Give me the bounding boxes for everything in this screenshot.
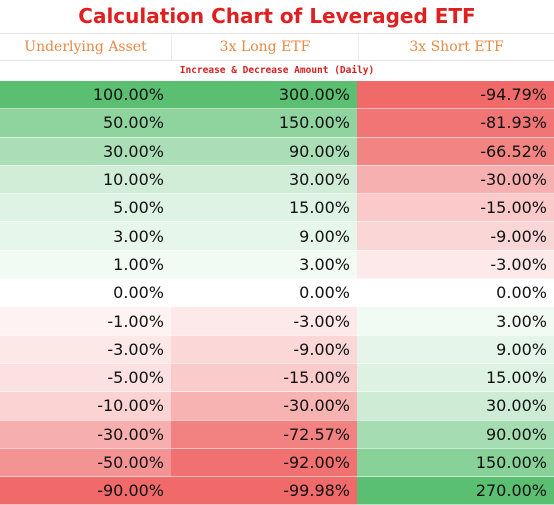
cell-short: 30.00% (357, 391, 554, 421)
cell-underlying: -3.00% (0, 335, 171, 364)
table-row: -10.00% -30.00% 30.00% (0, 391, 554, 421)
cell-underlying: 100.00% (0, 81, 171, 110)
leveraged-etf-sheet: Calculation Chart of Leveraged ETF Under… (0, 4, 554, 505)
table-row: 30.00% 90.00% -66.52% (0, 137, 554, 166)
etf-table-body: 100.00% 300.00% -94.79% 50.00% 150.00% -81.93… (0, 81, 554, 505)
table-row: 10.00% 30.00% -30.00% (0, 165, 554, 195)
cell-long: -3.00% (171, 306, 357, 336)
cell-short: -9.00% (357, 221, 554, 251)
chart-subtitle: Increase & Decrease Amount (Daily) (179, 65, 375, 76)
column-header-short: 3x Short ETF (409, 39, 504, 55)
cell-long: 9.00% (171, 221, 357, 251)
cell-long: 90.00% (171, 137, 357, 166)
cell-underlying: 1.00% (0, 250, 171, 280)
cell-underlying: 5.00% (0, 193, 171, 223)
table-row: 0.00% 0.00% 0.00% (0, 278, 554, 308)
table-row: -30.00% -72.57% 90.00% (0, 420, 554, 449)
cell-long: 3.00% (171, 250, 357, 280)
cell-short: 15.00% (357, 363, 554, 393)
chart-title: Calculation Chart of Leveraged ETF (78, 4, 476, 28)
table-row: -1.00% -3.00% 3.00% (0, 306, 554, 336)
cell-long: -99.98% (171, 476, 357, 505)
cell-short: 150.00% (357, 448, 554, 478)
cell-short: -94.79% (357, 81, 554, 110)
cell-short: -15.00% (357, 193, 554, 223)
cell-underlying: -90.00% (0, 476, 171, 505)
cell-short: -66.52% (357, 137, 554, 166)
table-row: 3.00% 9.00% -9.00% (0, 221, 554, 251)
table-row: -5.00% -15.00% 15.00% (0, 363, 554, 393)
table-row: 1.00% 3.00% -3.00% (0, 250, 554, 280)
cell-short: -30.00% (357, 165, 554, 195)
cell-underlying: -1.00% (0, 306, 171, 336)
column-header-row: Underlying Asset 3x Long ETF 3x Short ET… (0, 33, 554, 61)
table-row: 50.00% 150.00% -81.93% (0, 108, 554, 138)
table-row: -3.00% -9.00% 9.00% (0, 335, 554, 364)
cell-underlying: -5.00% (0, 363, 171, 393)
column-header-underlying: Underlying Asset (24, 39, 147, 55)
table-row: -50.00% -92.00% 150.00% (0, 448, 554, 478)
cell-long: 30.00% (171, 165, 357, 195)
cell-long: 15.00% (171, 193, 357, 223)
cell-underlying: -50.00% (0, 448, 171, 478)
cell-long: -30.00% (171, 391, 357, 421)
cell-underlying: 3.00% (0, 221, 171, 251)
cell-short: 90.00% (357, 420, 554, 449)
cell-long: -15.00% (171, 363, 357, 393)
cell-short: -81.93% (357, 108, 554, 138)
table-row: -90.00% -99.98% 270.00% (0, 476, 554, 505)
cell-underlying: 0.00% (0, 278, 171, 308)
column-header-long: 3x Long ETF (171, 34, 359, 60)
cell-long: -92.00% (171, 448, 357, 478)
cell-long: 0.00% (171, 278, 357, 308)
cell-long: -72.57% (171, 420, 357, 449)
cell-short: 3.00% (357, 306, 554, 336)
cell-long: -9.00% (171, 335, 357, 364)
table-row: 100.00% 300.00% -94.79% (0, 81, 554, 110)
cell-underlying: -30.00% (0, 420, 171, 449)
cell-long: 150.00% (171, 108, 357, 138)
cell-underlying: 30.00% (0, 137, 171, 166)
etf-table: 100.00% 300.00% -94.79% 50.00% 150.00% -81.93… (0, 81, 554, 505)
cell-underlying: 50.00% (0, 108, 171, 138)
cell-short: 270.00% (357, 476, 554, 505)
cell-long: 300.00% (171, 81, 357, 110)
cell-short: 0.00% (357, 278, 554, 308)
table-row: 5.00% 15.00% -15.00% (0, 193, 554, 223)
cell-short: -3.00% (357, 250, 554, 280)
cell-underlying: 10.00% (0, 165, 171, 195)
cell-underlying: -10.00% (0, 391, 171, 421)
cell-short: 9.00% (357, 335, 554, 364)
